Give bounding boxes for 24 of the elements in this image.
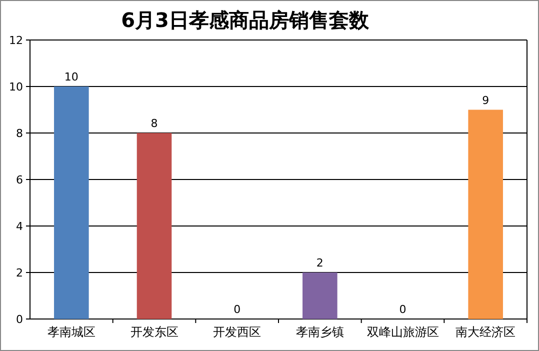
bar [136,133,172,319]
bar [468,110,503,319]
data-label: 8 [150,117,158,130]
data-label: 10 [64,70,78,84]
x-tick-label: 孝南城区 [47,325,96,339]
y-tick-label: 8 [16,127,23,140]
bar [54,86,89,319]
x-tick-label: 孝南乡镇 [296,325,344,339]
chart-title: 6月3日孝感商品房销售套数 [121,8,370,32]
bar [302,272,338,319]
y-tick-label: 0 [16,313,23,326]
x-tick-label: 双峰山旅游区 [366,325,439,339]
y-tick-label: 6 [16,174,23,186]
x-tick-label: 开发西区 [213,325,262,339]
data-label: 9 [482,94,490,107]
data-label: 2 [316,256,324,270]
data-label: 0 [399,303,406,316]
x-tick-label: 南大经济区 [456,325,516,339]
y-tick-label: 10 [9,80,23,94]
y-tick-label: 2 [16,266,23,280]
y-tick-label: 12 [9,34,23,47]
y-tick-label: 4 [16,220,23,233]
data-label: 0 [234,303,241,316]
x-tick-label: 开发东区 [130,325,178,339]
